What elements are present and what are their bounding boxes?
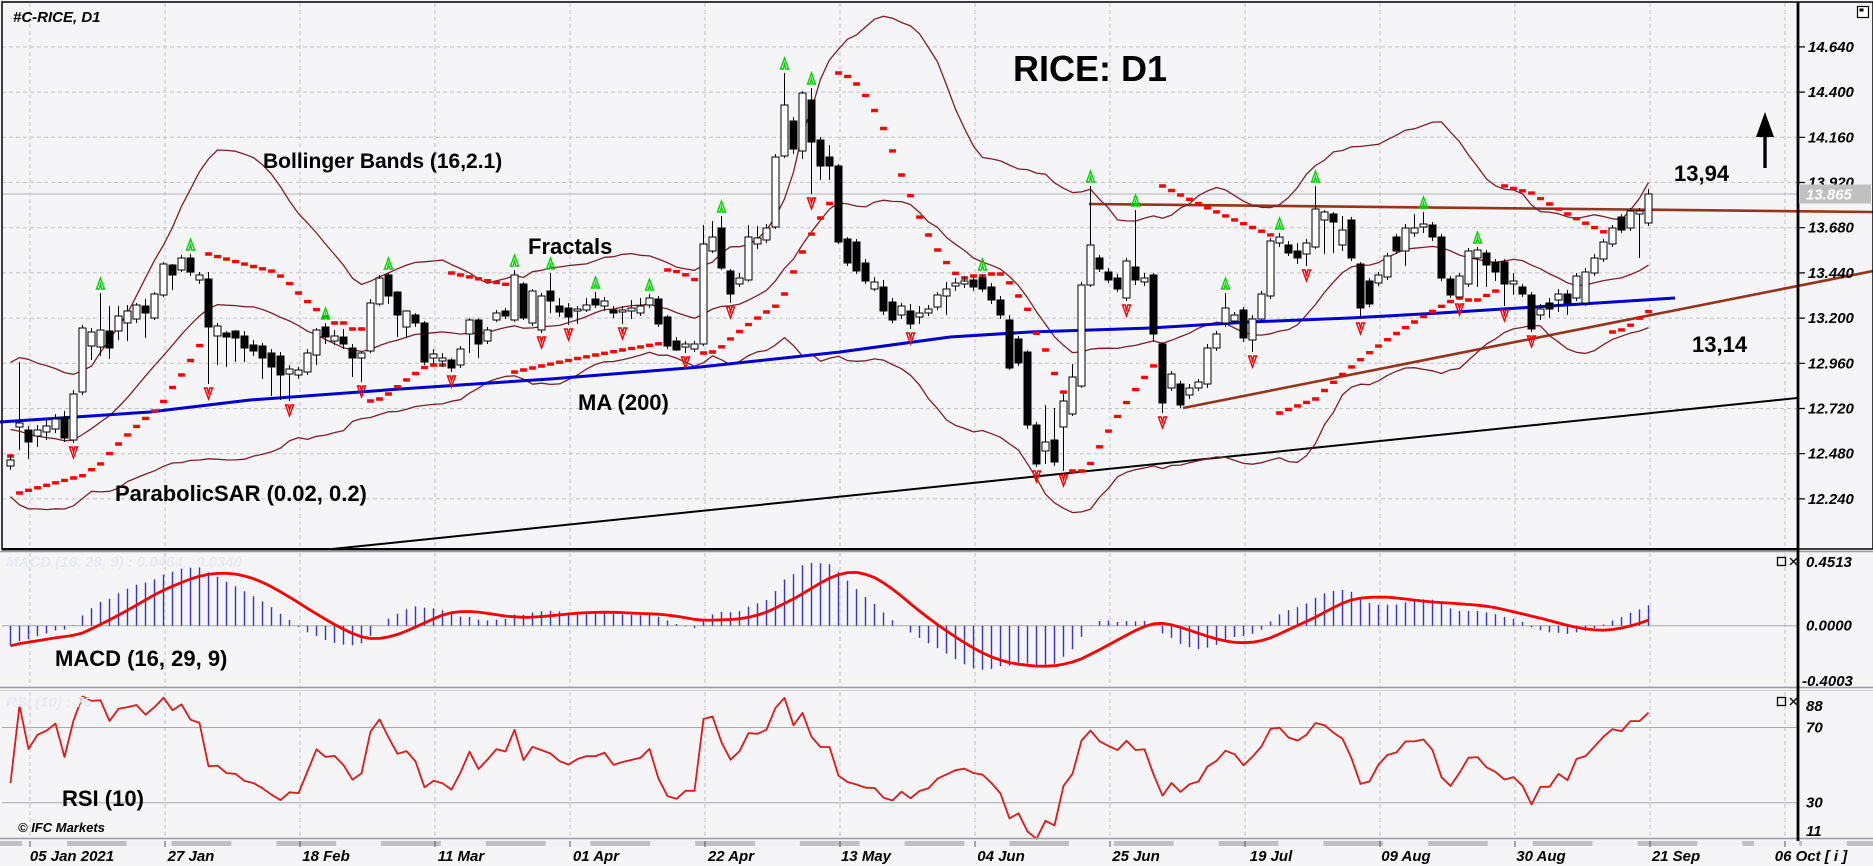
svg-text:#C-RICE, D1: #C-RICE, D1 xyxy=(13,9,101,26)
svg-text:25 Jun: 25 Jun xyxy=(1111,848,1160,865)
svg-text:09 Aug: 09 Aug xyxy=(1381,848,1430,865)
svg-text:14.640: 14.640 xyxy=(1808,39,1855,56)
svg-text:14.160: 14.160 xyxy=(1808,129,1855,146)
svg-text:MACD (16, 29, 9): MACD (16, 29, 9) xyxy=(55,646,227,671)
svg-text:13,14: 13,14 xyxy=(1692,332,1748,357)
svg-text:MA (200): MA (200) xyxy=(578,390,669,415)
svg-text:18 Feb: 18 Feb xyxy=(302,848,350,865)
svg-text:RSI (10): RSI (10) xyxy=(62,786,144,811)
svg-text:13.865: 13.865 xyxy=(1806,187,1853,204)
svg-text:MACD (16, 29, 9) : 0.0464, -0.: MACD (16, 29, 9) : 0.0464, -0.0340 xyxy=(6,554,243,571)
svg-text:22 Apr: 22 Apr xyxy=(707,848,755,865)
svg-text:30: 30 xyxy=(1806,795,1823,812)
svg-text:12.960: 12.960 xyxy=(1808,355,1855,372)
svg-text:13 May: 13 May xyxy=(841,848,892,865)
svg-text:Fractals: Fractals xyxy=(528,234,612,259)
svg-text:30 Aug: 30 Aug xyxy=(1516,848,1565,865)
svg-text:13.200: 13.200 xyxy=(1808,310,1855,327)
svg-text:12.240: 12.240 xyxy=(1808,491,1855,508)
svg-text:Bollinger Bands (16,2.1): Bollinger Bands (16,2.1) xyxy=(263,150,502,173)
svg-text:05 Jan 2021: 05 Jan 2021 xyxy=(30,848,114,865)
svg-text:12.720: 12.720 xyxy=(1808,401,1855,418)
svg-text:ParabolicSAR (0.02, 0.2): ParabolicSAR (0.02, 0.2) xyxy=(115,481,367,506)
svg-text:13.680: 13.680 xyxy=(1808,220,1855,237)
svg-text:88: 88 xyxy=(1806,698,1823,715)
svg-text:70: 70 xyxy=(1806,720,1823,737)
svg-text:01 Apr: 01 Apr xyxy=(573,848,620,865)
svg-text:11: 11 xyxy=(1806,823,1822,840)
svg-text:0.4513: 0.4513 xyxy=(1806,554,1853,571)
svg-text:06 Oct [ i ]: 06 Oct [ i ] xyxy=(1775,848,1849,865)
svg-text:RICE: D1: RICE: D1 xyxy=(1013,48,1167,89)
svg-text:21 Sep: 21 Sep xyxy=(1651,848,1700,865)
svg-text:04 Jun: 04 Jun xyxy=(977,848,1025,865)
svg-text:© IFC Markets: © IFC Markets xyxy=(18,820,105,835)
svg-text:13,94: 13,94 xyxy=(1674,161,1730,186)
svg-text:19 Jul: 19 Jul xyxy=(1250,848,1293,865)
svg-text:-0.4003: -0.4003 xyxy=(1802,673,1854,690)
svg-text:12.480: 12.480 xyxy=(1808,446,1855,463)
svg-text:0.0000: 0.0000 xyxy=(1806,618,1853,635)
svg-text:14.400: 14.400 xyxy=(1808,84,1855,101)
svg-text:11 Mar: 11 Mar xyxy=(438,848,486,865)
svg-text:27 Jan: 27 Jan xyxy=(167,848,215,865)
svg-text:RSI (10) : 76: RSI (10) : 76 xyxy=(6,694,93,711)
svg-text:13.440: 13.440 xyxy=(1808,265,1855,282)
